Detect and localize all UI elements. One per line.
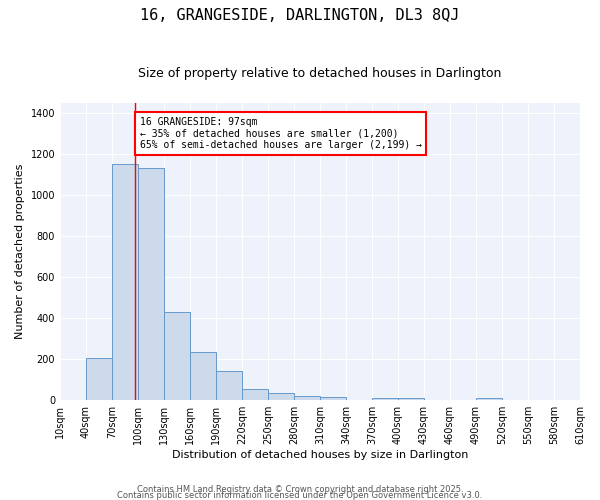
- Y-axis label: Number of detached properties: Number of detached properties: [15, 164, 25, 339]
- Text: Contains HM Land Registry data © Crown copyright and database right 2025.: Contains HM Land Registry data © Crown c…: [137, 484, 463, 494]
- Title: Size of property relative to detached houses in Darlington: Size of property relative to detached ho…: [139, 68, 502, 80]
- Bar: [138, 168, 164, 400]
- Text: 16 GRANGESIDE: 97sqm
← 35% of detached houses are smaller (1,200)
65% of semi-de: 16 GRANGESIDE: 97sqm ← 35% of detached h…: [140, 117, 422, 150]
- Bar: [320, 397, 346, 400]
- Bar: [372, 398, 398, 400]
- Bar: [112, 164, 138, 400]
- Bar: [242, 389, 268, 400]
- Bar: [476, 398, 502, 400]
- Bar: [86, 358, 112, 400]
- Bar: [294, 396, 320, 400]
- Text: Contains public sector information licensed under the Open Government Licence v3: Contains public sector information licen…: [118, 490, 482, 500]
- Bar: [164, 312, 190, 400]
- Bar: [268, 393, 294, 400]
- Bar: [190, 352, 216, 400]
- Bar: [398, 398, 424, 400]
- X-axis label: Distribution of detached houses by size in Darlington: Distribution of detached houses by size …: [172, 450, 468, 460]
- Bar: [216, 372, 242, 400]
- Text: 16, GRANGESIDE, DARLINGTON, DL3 8QJ: 16, GRANGESIDE, DARLINGTON, DL3 8QJ: [140, 8, 460, 22]
